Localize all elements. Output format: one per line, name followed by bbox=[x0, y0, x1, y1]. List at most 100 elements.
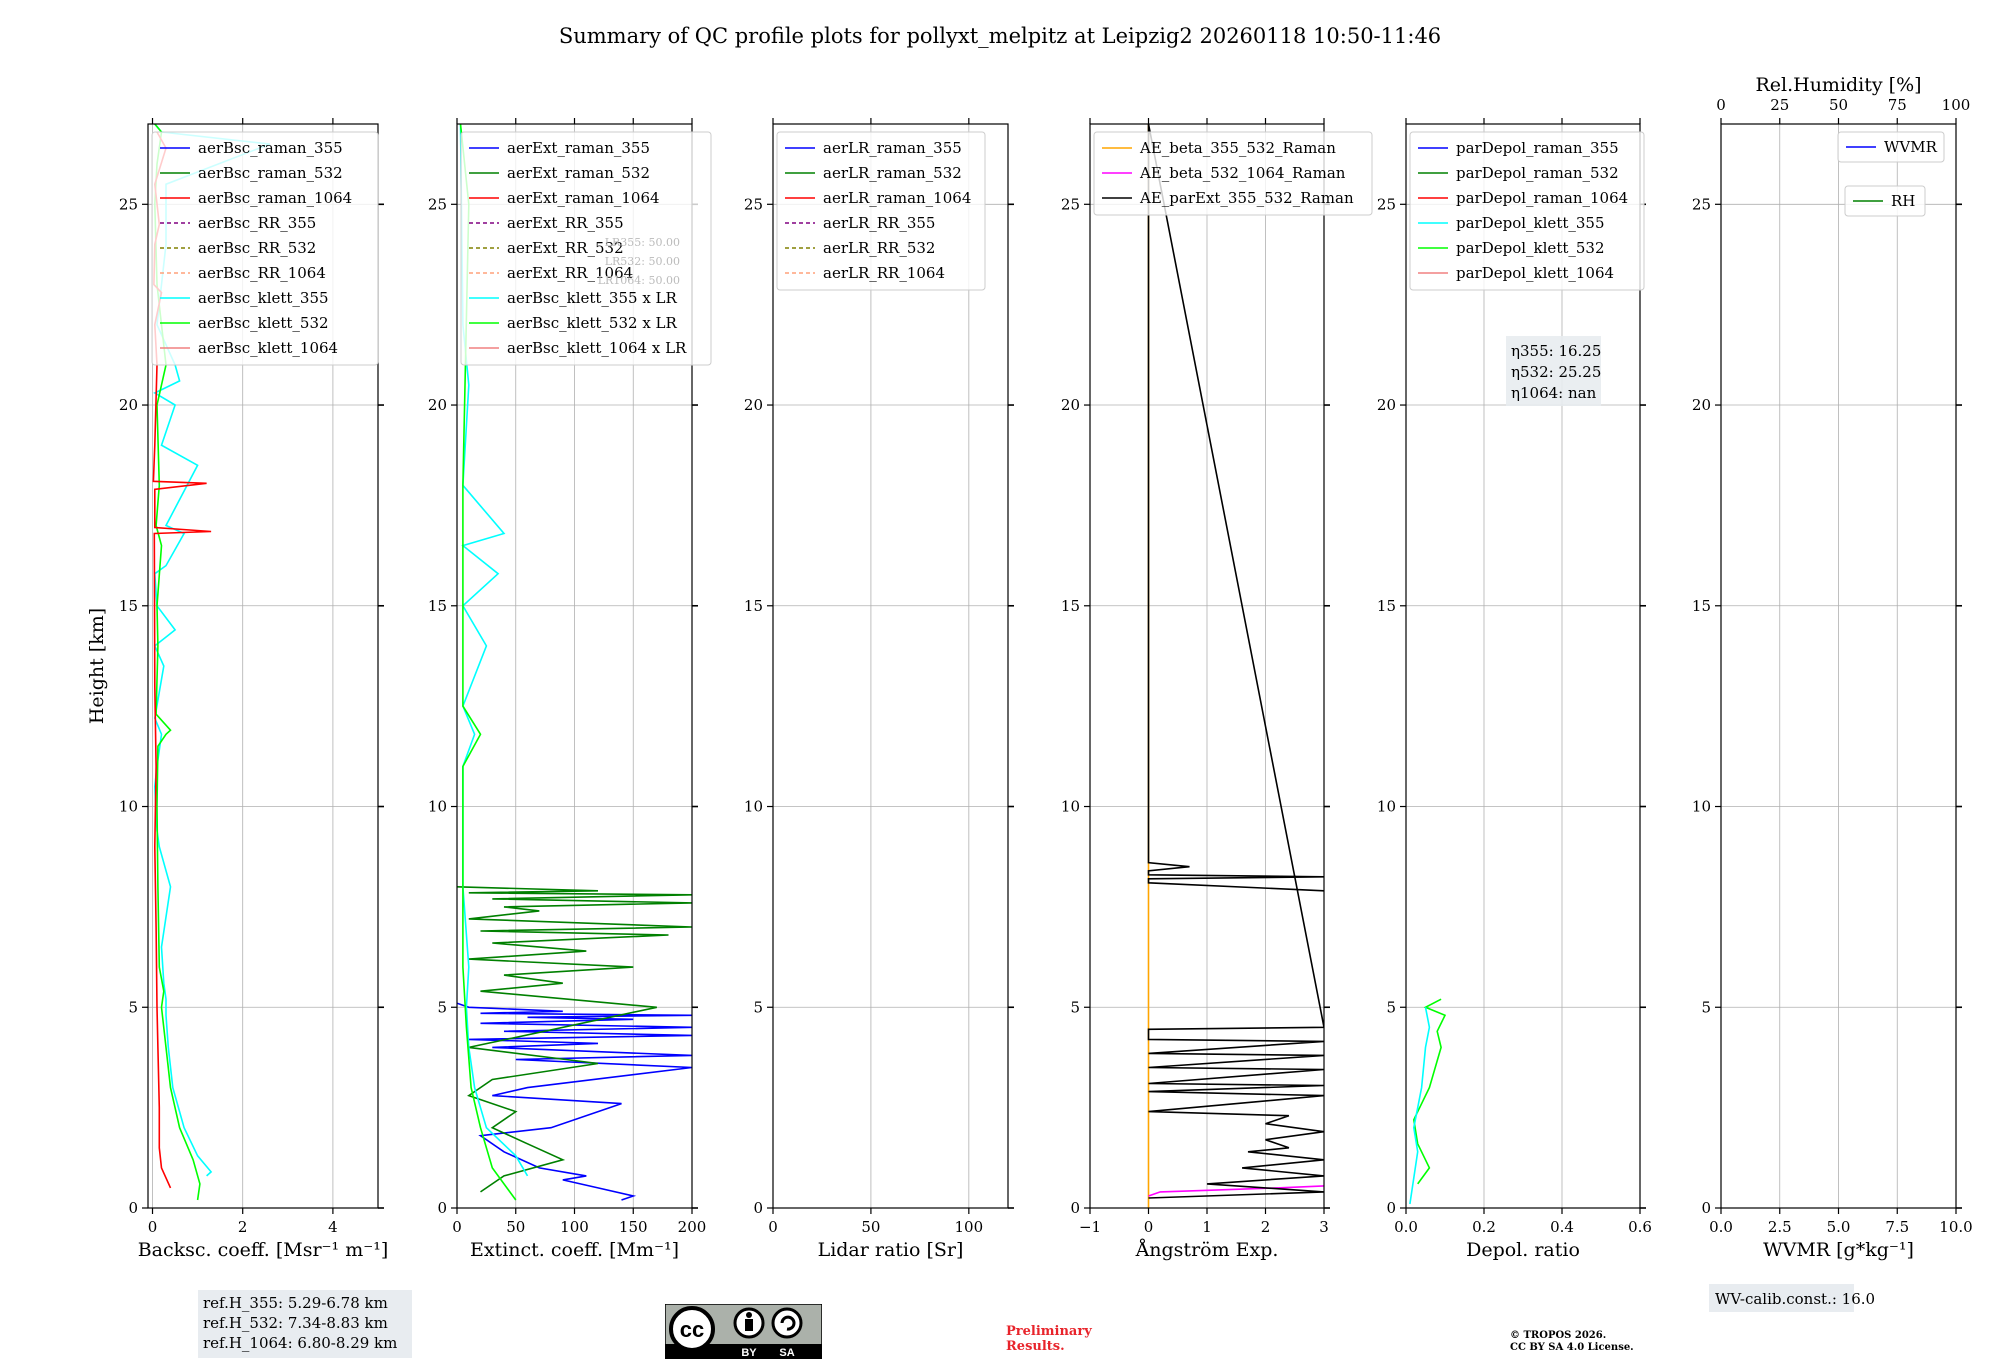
legend-label: parDepol_klett_532 bbox=[1456, 239, 1605, 257]
xtick-label: 1 bbox=[1202, 1218, 1212, 1236]
legend: aerBsc_raman_355 aerBsc_raman_532 aerBsc_r… bbox=[151, 131, 379, 366]
yaxis-label: Height [km] bbox=[86, 608, 108, 724]
legend-label: parDepol_raman_532 bbox=[1456, 164, 1619, 182]
ytick-label: 25 bbox=[1061, 195, 1080, 213]
ytick-label: 5 bbox=[437, 998, 447, 1016]
by-person-icon bbox=[746, 1312, 752, 1318]
panel-water_vapor: 0.0 2.5 5.0 7.5 10.0 0 5 10 15 20 25 WVMR [g*kg⁻¹] 0… bbox=[1692, 74, 1973, 1261]
xtick-label: 5.0 bbox=[1827, 1218, 1851, 1236]
eta-annotation: η532: 25.25 bbox=[1511, 363, 1601, 381]
ytick-label: 20 bbox=[1692, 396, 1711, 414]
legend-label: AE_beta_355_532_Raman bbox=[1139, 139, 1336, 157]
xaxis-label: Ångström Exp. bbox=[1135, 1239, 1279, 1261]
xtick-label: 0 bbox=[148, 1218, 158, 1236]
legend-label: aerBsc_RR_355 bbox=[198, 214, 316, 232]
legend-label: aerBsc_klett_355 bbox=[198, 289, 329, 307]
lr-annotation: LR532: 50.00 bbox=[605, 255, 680, 268]
ytick-label: 0 bbox=[1386, 1199, 1396, 1217]
wv-calib-text: WV-calib.const.: 16.0 bbox=[1715, 1290, 1875, 1308]
ytick-label: 15 bbox=[744, 597, 763, 615]
series-AE_parExt_355_532_Raman bbox=[1147, 124, 1324, 1199]
legend-label: aerExt_raman_1064 bbox=[507, 189, 660, 207]
xtick-label: 7.5 bbox=[1885, 1218, 1909, 1236]
xtick-label: 100 bbox=[560, 1218, 589, 1236]
legend-label: aerExt_RR_1064 bbox=[507, 264, 633, 282]
legend-label: aerBsc_klett_1064 x LR bbox=[507, 339, 687, 357]
eta-annotation-box bbox=[1506, 336, 1601, 406]
xtick-label: 0.2 bbox=[1472, 1218, 1496, 1236]
top-xaxis-label: Rel.Humidity [%] bbox=[1755, 74, 1921, 96]
series-parDepol_klett_532 bbox=[1412, 998, 1447, 1185]
legend-box bbox=[460, 131, 712, 366]
xtick-label: 4 bbox=[328, 1218, 338, 1236]
legend-label: AE_beta_532_1064_Raman bbox=[1139, 164, 1346, 182]
ytick-label: 10 bbox=[1692, 798, 1711, 816]
legend-box bbox=[1409, 131, 1645, 291]
lr-annotation: LR355: 50.00 bbox=[605, 236, 680, 249]
legend-label: aerBsc_RR_532 bbox=[198, 239, 316, 257]
panel-backscatter: 0 2 4 0 5 10 15 20 25 Backsc. coeff. [Msr⁻¹ m⁻¹] H… bbox=[86, 118, 388, 1261]
xtick-label: 2 bbox=[238, 1218, 248, 1236]
legend: parDepol_raman_355 parDepol_raman_532 parD… bbox=[1409, 131, 1645, 291]
legend-label: RH bbox=[1891, 192, 1915, 210]
eta-annotation: η355: 16.25 bbox=[1511, 342, 1601, 360]
series-parDepol_klett_355 bbox=[1409, 1007, 1431, 1205]
xtick-label: 0 bbox=[452, 1218, 462, 1236]
legend-label: aerBsc_klett_532 x LR bbox=[507, 314, 678, 332]
data-area bbox=[457, 124, 692, 1201]
xtick-label: 50 bbox=[861, 1218, 880, 1236]
cc-text: cc bbox=[680, 1317, 704, 1342]
ytick-label: 10 bbox=[744, 798, 763, 816]
legend-label: parDepol_klett_355 bbox=[1456, 214, 1605, 232]
legend: aerLR_raman_355 aerLR_raman_532 aerLR_rama… bbox=[776, 131, 986, 291]
data-area bbox=[1409, 998, 1447, 1205]
legend-label: aerBsc_klett_532 bbox=[198, 314, 329, 332]
legend-label: aerLR_raman_355 bbox=[823, 139, 962, 157]
top-xtick-label: 25 bbox=[1770, 96, 1789, 114]
legend-label: aerLR_raman_532 bbox=[823, 164, 962, 182]
copyright-line-1: © TROPOS 2026. bbox=[1510, 1330, 1607, 1341]
panel-extinction: 0 50 100 150 200 0 5 10 15 20 25 Extinct. coeff. [M… bbox=[428, 118, 712, 1261]
legend: AE_beta_355_532_Raman AE_beta_532_1064_Ra… bbox=[1093, 131, 1373, 216]
cc-license-badge: cc BY SA bbox=[664, 1303, 823, 1360]
legend-label: parDepol_raman_1064 bbox=[1456, 189, 1628, 207]
ytick-label: 25 bbox=[119, 195, 138, 213]
legend-label: aerBsc_raman_1064 bbox=[198, 189, 352, 207]
xtick-label: −1 bbox=[1079, 1218, 1101, 1236]
xaxis-label: Lidar ratio [Sr] bbox=[818, 1239, 964, 1261]
ytick-label: 15 bbox=[428, 597, 447, 615]
ytick-label: 15 bbox=[1377, 597, 1396, 615]
axes-frame bbox=[147, 123, 379, 1209]
xtick-label: 0 bbox=[1144, 1218, 1154, 1236]
xtick-label: 10.0 bbox=[1939, 1218, 1972, 1236]
lr-annotation: LR1064: 50.00 bbox=[598, 274, 680, 287]
eta-annotation: η1064: nan bbox=[1511, 384, 1597, 402]
ytick-label: 0 bbox=[128, 1199, 138, 1217]
series-aerExt_raman_355 bbox=[457, 1002, 692, 1201]
legend-label: aerBsc_klett_1064 bbox=[198, 339, 338, 357]
ref-heights-bg bbox=[198, 1290, 412, 1358]
ytick-label: 0 bbox=[437, 1199, 447, 1217]
xtick-label: 50 bbox=[506, 1218, 525, 1236]
legend-label: aerBsc_raman_532 bbox=[198, 164, 343, 182]
preliminary-line-2: Results. bbox=[1006, 1339, 1065, 1354]
ytick-label: 5 bbox=[753, 998, 763, 1016]
sa-arrow-icon bbox=[780, 1315, 796, 1331]
ytick-label: 20 bbox=[1061, 396, 1080, 414]
xtick-label: 0.0 bbox=[1394, 1218, 1418, 1236]
ytick-label: 10 bbox=[1061, 798, 1080, 816]
figure-title: Summary of QC profile plots for pollyxt_… bbox=[559, 24, 1441, 48]
legend-label: aerExt_raman_532 bbox=[507, 164, 650, 182]
xtick-label: 2 bbox=[1261, 1218, 1271, 1236]
panel-depolarization: 0.0 0.2 0.4 0.6 0 5 10 15 20 25 Depol. ratio parDep… bbox=[1377, 118, 1652, 1261]
xaxis-label: Extinct. coeff. [Mm⁻¹] bbox=[470, 1239, 679, 1261]
xtick-label: 0.4 bbox=[1550, 1218, 1574, 1236]
xaxis-label: WVMR [g*kg⁻¹] bbox=[1763, 1239, 1914, 1261]
xaxis-label: Depol. ratio bbox=[1466, 1239, 1580, 1261]
legend: aerExt_raman_355 aerExt_raman_532 aerExt_r… bbox=[460, 131, 712, 366]
data-area bbox=[1147, 124, 1324, 1208]
legend-label: aerLR_RR_1064 bbox=[823, 264, 945, 282]
copyright-note: © TROPOS 2026. CC BY SA 4.0 License. bbox=[1510, 1330, 1634, 1354]
legend-label: aerBsc_RR_1064 bbox=[198, 264, 326, 282]
